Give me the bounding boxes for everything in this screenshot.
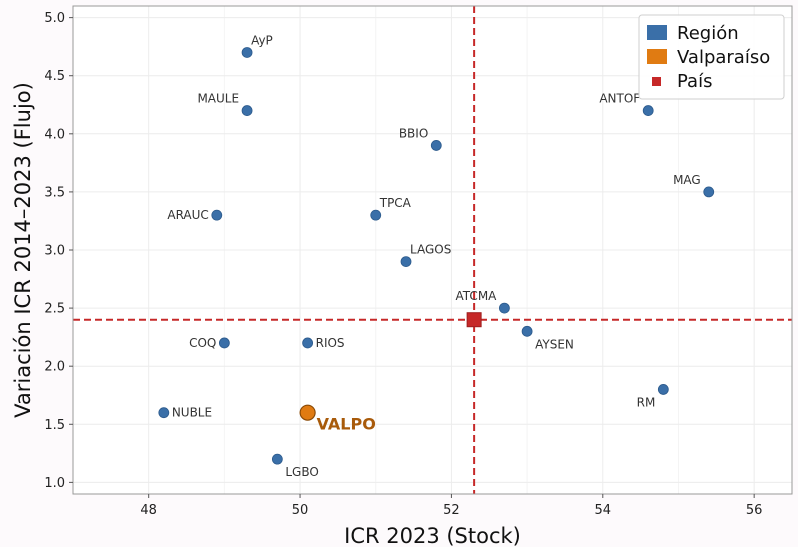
legend-patch: [647, 49, 667, 64]
y-tick-label: 1.0: [44, 476, 65, 491]
y-axis-title: Variación ICR 2014–2023 (Flujo): [11, 82, 35, 418]
legend-label: Valparaíso: [677, 47, 770, 68]
x-tick-label: 54: [595, 503, 612, 518]
region-point: [211, 209, 223, 221]
region-point: [521, 325, 533, 337]
region-point: [642, 105, 654, 116]
legend-label: País: [677, 71, 712, 92]
region-point: [158, 407, 170, 419]
point-label: RM: [637, 395, 656, 409]
x-tick-label: 48: [140, 503, 157, 518]
point-label: NUBLE: [172, 406, 212, 420]
region-point: [400, 256, 412, 268]
y-tick-label: 1.5: [44, 418, 65, 433]
point-label: ANTOF: [599, 92, 640, 106]
point-label: RIOS: [316, 336, 345, 350]
point-label: COQ: [189, 336, 216, 350]
x-tick-label: 56: [746, 503, 763, 518]
x-tick-label: 50: [292, 503, 309, 518]
point-label: AYSEN: [535, 337, 574, 351]
region-point: [370, 209, 382, 221]
point-label: AyP: [251, 33, 273, 47]
axis-ticks: 48 50 52 54 56 1.0 1.5 2.0 2.5 3.0 3.5 4.0 4.5 5.0: [44, 11, 762, 518]
point-label: BBIO: [399, 126, 428, 140]
point-labels: AyP MAULE BBIO ANTOF MAG ARAUC TPCA LAGOS ATCMA A…: [167, 33, 700, 479]
y-tick-label: 2.5: [44, 302, 65, 317]
point-label: LGBO: [285, 465, 318, 479]
legend: Región Valparaíso País: [638, 14, 785, 100]
legend-box: [638, 14, 785, 100]
y-tick-label: 4.0: [44, 127, 65, 142]
reference-lines: [73, 6, 792, 494]
x-tick-label: 52: [443, 503, 460, 518]
legend-patch: [647, 25, 667, 40]
region-point: [241, 47, 253, 58]
point-label: MAULE: [197, 92, 239, 106]
region-point: [271, 453, 283, 465]
region-point: [657, 384, 669, 395]
y-tick-label: 3.0: [44, 244, 65, 259]
y-tick-label: 3.5: [44, 185, 65, 200]
pais-marker: [466, 312, 482, 328]
data-points: [158, 47, 715, 465]
legend-label: Región: [677, 23, 739, 44]
valparaiso-label: VALPO: [317, 415, 376, 434]
point-label: ATCMA: [456, 289, 498, 303]
x-axis-title: ICR 2023 (Stock): [344, 524, 521, 547]
region-point: [430, 140, 442, 151]
y-tick-label: 4.5: [44, 69, 65, 84]
point-label: TPCA: [379, 196, 412, 210]
region-point: [703, 186, 715, 198]
legend-marker: [652, 77, 661, 86]
y-tick-label: 2.0: [44, 360, 65, 375]
valparaiso-point: [299, 404, 316, 421]
y-tick-label: 5.0: [44, 11, 65, 26]
point-label: ARAUC: [167, 208, 208, 222]
point-label: MAG: [673, 173, 701, 187]
point-label: LAGOS: [410, 243, 451, 257]
region-point: [218, 337, 230, 349]
region-point: [302, 337, 314, 349]
region-point: [498, 302, 510, 314]
region-point: [241, 105, 253, 116]
